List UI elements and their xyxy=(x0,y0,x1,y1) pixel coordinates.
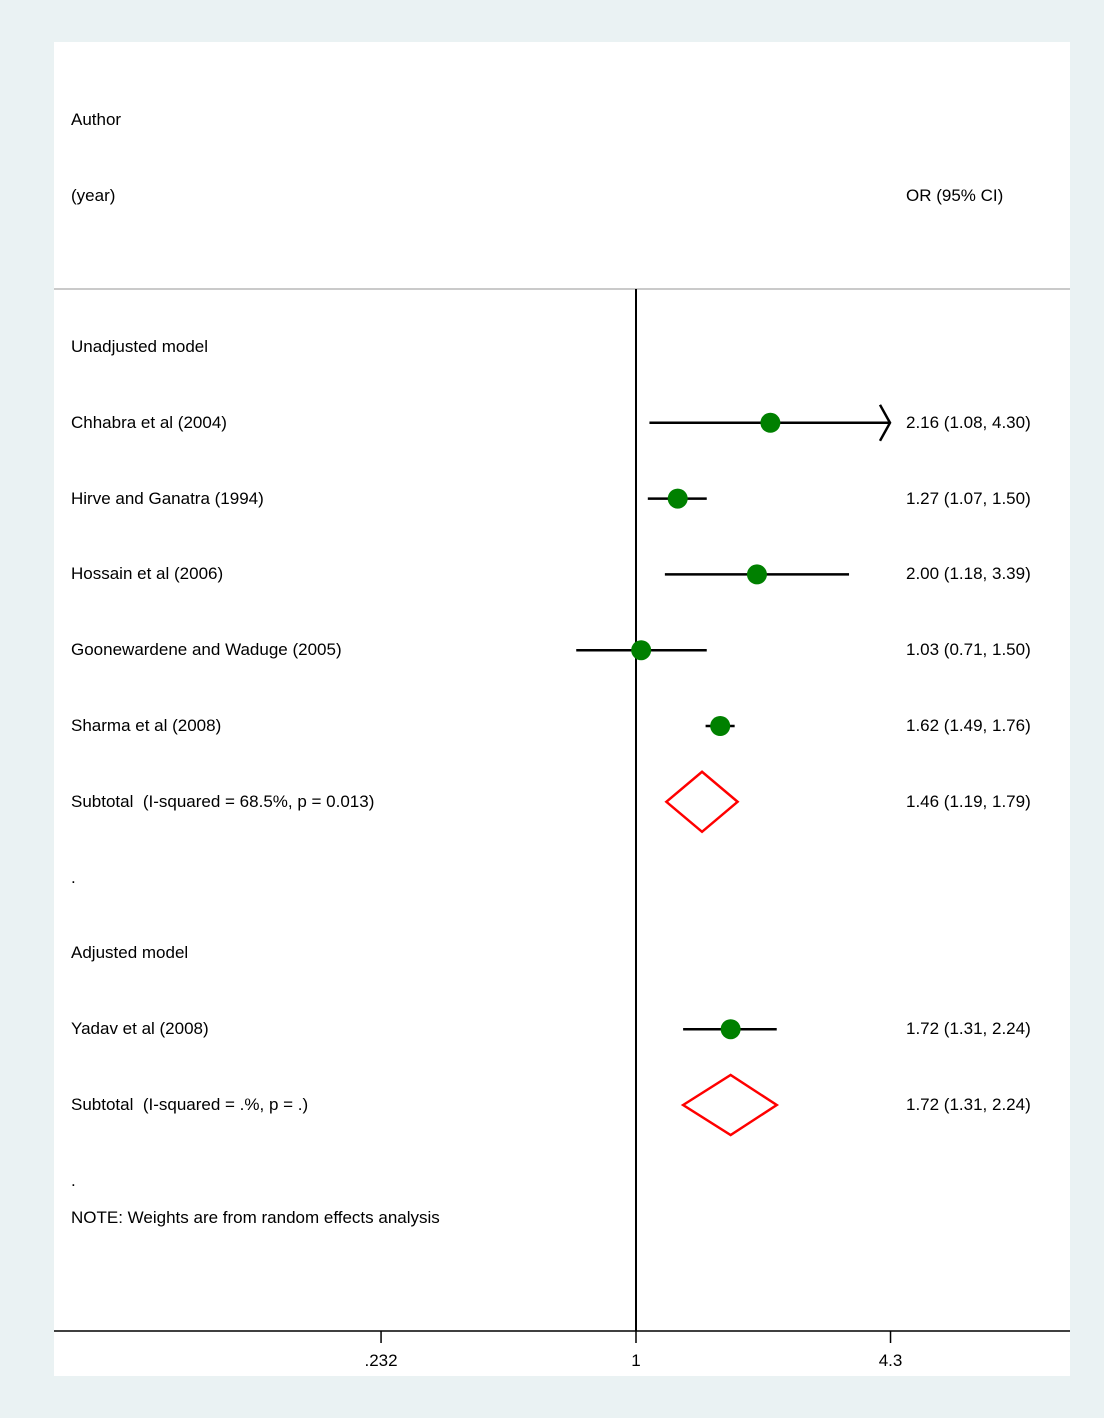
study-label: Sharma et al (2008) xyxy=(71,716,222,735)
x-tick-label: .232 xyxy=(364,1351,398,1370)
study-label: Goonewardene and Waduge (2005) xyxy=(71,640,342,660)
ci-arrow xyxy=(878,404,892,442)
subtotal-diamond xyxy=(680,1073,780,1137)
point-estimate xyxy=(631,640,652,661)
spacer-label: . xyxy=(71,867,76,887)
or-ci-value: 1.72 (1.31, 2.24) xyxy=(906,1019,1031,1039)
plot-marks xyxy=(54,288,1070,1343)
study-label: Hirve and Ganatra (1994) xyxy=(71,488,264,508)
x-tick-label: 1 xyxy=(631,1351,641,1370)
or-ci-value: 1.46 (1.19, 1.79) xyxy=(906,791,1031,811)
point-estimate xyxy=(746,564,767,585)
point-estimate xyxy=(667,488,688,509)
study-label: Hossain et al (2006) xyxy=(71,564,224,584)
subtotal-label: Subtotal (I-squared = 68.5%, p = 0.013) xyxy=(71,791,375,811)
point-estimate xyxy=(760,412,781,433)
group-label: Unadjusted model xyxy=(71,337,209,356)
or-ci-value: 2.16 (1.08, 4.30) xyxy=(906,412,1031,432)
point-estimate xyxy=(720,1019,741,1040)
weights-note: NOTE: Weights are from random effects an… xyxy=(71,1208,440,1227)
x-tick-label: 4.3 xyxy=(878,1351,903,1370)
spacer-label: . xyxy=(71,1170,76,1190)
group-label: Adjusted model xyxy=(71,943,189,963)
or-ci-header: OR (95% CI) xyxy=(906,186,1004,205)
study-label: Chhabra et al (2004) xyxy=(71,412,227,432)
or-ci-value: 1.03 (0.71, 1.50) xyxy=(906,640,1031,660)
author-header: Author xyxy=(71,110,122,129)
study-label: Yadav et al (2008) xyxy=(71,1019,209,1039)
plot-panel xyxy=(54,42,1070,1376)
or-ci-value: 1.72 (1.31, 2.24) xyxy=(906,1095,1031,1114)
year-header: (year) xyxy=(71,186,116,205)
subtotal-label: Subtotal (I-squared = .%, p = .) xyxy=(71,1095,309,1114)
or-ci-value: 1.27 (1.07, 1.50) xyxy=(906,488,1031,508)
or-ci-value: 1.62 (1.49, 1.76) xyxy=(906,716,1031,735)
or-ci-value: 2.00 (1.18, 3.39) xyxy=(906,564,1031,584)
point-estimate xyxy=(710,716,731,736)
subtotal-diamond xyxy=(664,770,740,834)
